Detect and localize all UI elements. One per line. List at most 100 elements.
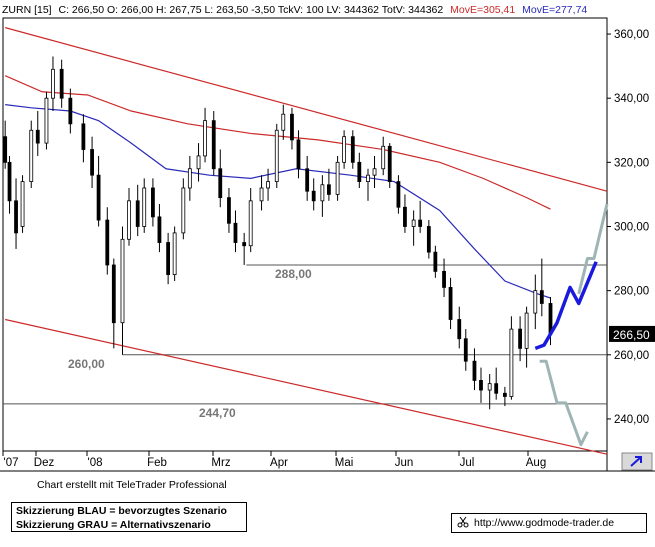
candle-body — [135, 200, 140, 227]
candle-body — [242, 242, 247, 247]
x-tick-label: Dez — [34, 457, 55, 469]
legend-grey: Skizzierung GRAU = Alternativszenario — [16, 519, 211, 531]
candle-body — [335, 161, 340, 195]
moving-average-line — [4, 75, 551, 210]
scenario-grey-down — [539, 359, 589, 447]
last-price-label: 266,50 — [613, 328, 650, 342]
y-tick-label: 240,00 — [614, 414, 649, 426]
candle-body — [411, 219, 416, 227]
candle-body — [426, 226, 431, 253]
candle-body — [44, 97, 49, 144]
candle-body — [187, 168, 192, 189]
candle-body — [311, 190, 316, 202]
candle-body — [111, 264, 116, 324]
symbol-label: ZURN [15] — [2, 4, 52, 16]
scenario-legend: Skizzierung BLAU = bevorzugtes Szenario … — [11, 502, 247, 532]
candle-body — [29, 129, 34, 182]
candle-body — [142, 187, 147, 227]
y-axis: 360,00 340,00 320,00 300,00 280,00 260,00 240,… — [607, 29, 655, 426]
moving-averages — [4, 75, 551, 299]
candle-body — [127, 200, 131, 240]
candle-body — [227, 197, 231, 224]
candle-body — [342, 136, 347, 163]
candle-body — [472, 360, 477, 381]
candle-body — [281, 113, 286, 131]
candle-body — [259, 187, 264, 202]
scenario-blue — [534, 261, 598, 351]
level-label: 260,00 — [68, 357, 105, 371]
candle-body — [433, 251, 438, 272]
legend-blue: Skizzierung BLAU = bevorzugtes Szenario — [16, 505, 227, 517]
x-tick-label: Mai — [335, 457, 354, 469]
channel-line — [5, 27, 608, 192]
candle-body — [172, 232, 177, 275]
channel-line — [5, 318, 608, 455]
candle-body — [266, 181, 270, 189]
chart-header: ZURN [15] C: 266,50 O: 266,00 H: 267,75 … — [0, 0, 655, 18]
candle-body — [381, 145, 386, 170]
candle-body — [59, 68, 64, 99]
candle-body — [181, 187, 186, 234]
candle-body — [35, 129, 40, 144]
candle-body — [51, 68, 55, 99]
chart-frame — [0, 17, 655, 472]
scroll-corner — [621, 452, 653, 471]
candle-body — [418, 219, 423, 227]
x-tick-label: Aug — [526, 457, 546, 469]
candle-body — [463, 338, 468, 362]
svg-text:ZURN [15] C: 266,50 O:: ZURN [15] C: 266,50 O: 266,00 H: 267,75 … — [2, 4, 587, 16]
x-axis: '07 Dez '08 Feb Mrz Apr Mai Jun Jul Aug — [2, 451, 546, 469]
candle-body — [372, 168, 377, 176]
arrow-icon — [630, 456, 642, 467]
candle-body — [3, 136, 8, 163]
candle-body — [203, 120, 207, 157]
candle-body — [366, 174, 370, 182]
plot-area — [2, 17, 608, 452]
candle-body — [90, 149, 94, 176]
y-tick-label: 360,00 — [614, 29, 649, 41]
last-price-box — [609, 325, 655, 342]
y-tick-label: 300,00 — [614, 221, 649, 233]
candle-body — [14, 200, 18, 234]
candle-body — [7, 161, 12, 202]
candle-body — [248, 200, 253, 247]
candle-body — [151, 187, 155, 218]
level-label: 288,00 — [275, 267, 312, 281]
candle-body — [357, 161, 362, 182]
candle-body — [518, 328, 522, 349]
candle-body — [502, 392, 507, 397]
candle-body — [290, 113, 294, 141]
source-url-text: http://www.godmode-trader.de — [474, 517, 615, 529]
candle-body — [105, 219, 110, 266]
candle-body — [274, 129, 279, 182]
candle-body — [539, 290, 544, 304]
y-tick-label: 320,00 — [614, 157, 649, 169]
candle-body — [350, 136, 355, 163]
candle-body — [305, 168, 310, 192]
candle-body — [326, 184, 331, 195]
candle-body — [211, 120, 216, 170]
ma-fast-label: MovE=305,41 — [450, 4, 515, 16]
ma-slow-label: MovE=277,74 — [522, 4, 587, 16]
x-tick-label: '08 — [88, 457, 103, 469]
candle-body — [20, 181, 25, 227]
trend-channel — [5, 27, 608, 455]
ohlc-readout: C: 266,50 O: 266,00 H: 267,75 L: 263,50 … — [59, 4, 444, 16]
y-tick-label: 340,00 — [614, 93, 649, 105]
x-tick-label: Mrz — [211, 457, 230, 469]
candle-body — [233, 222, 238, 243]
candle-body — [494, 383, 499, 394]
candle-body — [166, 242, 171, 275]
candle-body — [157, 216, 162, 243]
scenario-grey-up — [577, 203, 609, 295]
candle-body — [396, 181, 401, 208]
candle-body — [479, 380, 483, 391]
candle-body — [81, 123, 86, 150]
candle-body — [487, 383, 492, 391]
candle-body — [120, 238, 125, 324]
candle-body — [218, 168, 223, 199]
source-url-link[interactable]: http://www.godmode-trader.de — [451, 513, 647, 533]
candle-body — [448, 287, 453, 320]
candle-body — [533, 290, 538, 314]
